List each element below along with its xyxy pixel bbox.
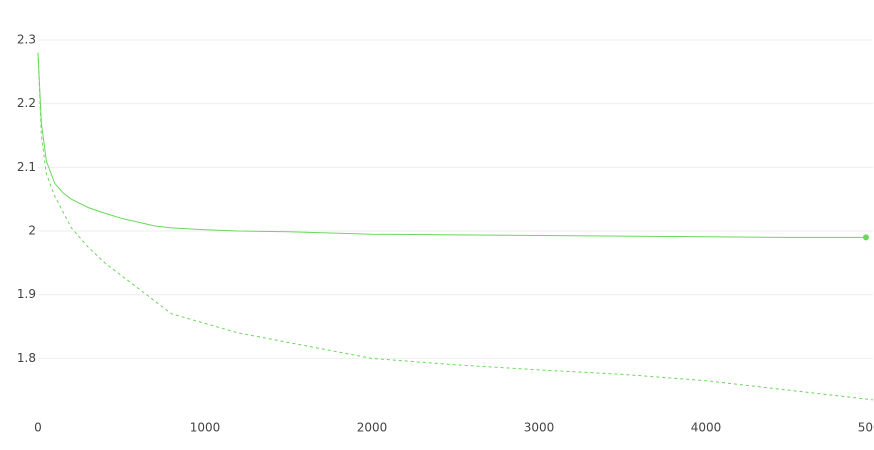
x-tick-label: 5000	[858, 421, 874, 435]
y-tick-label: 2	[28, 224, 36, 238]
end-marker	[862, 234, 869, 241]
x-tick-label: 3000	[524, 421, 555, 435]
y-tick-label: 1.8	[17, 351, 36, 365]
x-tick-label: 1000	[190, 421, 221, 435]
x-tick-label: 4000	[691, 421, 722, 435]
x-tick-label: 0	[34, 421, 42, 435]
series-line	[37, 52, 874, 401]
y-tick-label: 2.2	[17, 96, 36, 110]
x-tick-label: 2000	[357, 421, 388, 435]
y-tick-label: 2.1	[17, 160, 36, 174]
y-tick-label: 2.3	[17, 33, 36, 47]
series-line	[37, 52, 866, 238]
y-tick-label: 1.9	[17, 287, 36, 301]
